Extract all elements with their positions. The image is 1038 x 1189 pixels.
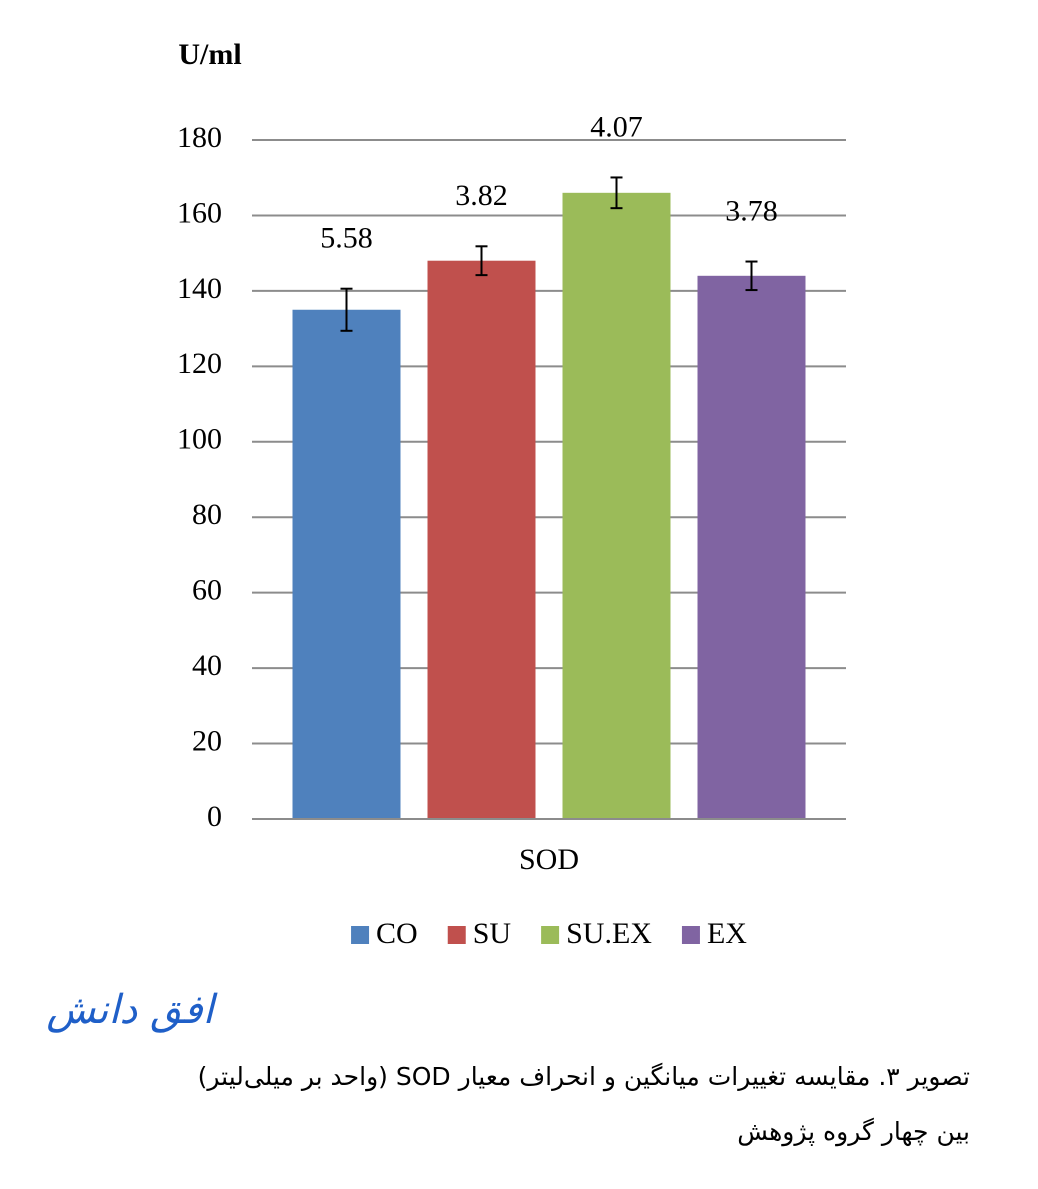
legend-label: EX [707,917,747,950]
error-bar [475,245,488,277]
x-axis-label: SOD [519,843,579,876]
y-tick-label: 120 [177,347,222,380]
data-label: 4.07 [590,110,643,143]
bar [427,260,536,819]
y-axis-label: U/ml [178,38,241,71]
data-label: 3.82 [455,179,508,212]
bar [292,309,401,819]
error-bar [610,176,623,210]
data-label: 3.78 [725,194,778,227]
legend-swatch [447,926,466,944]
data-label: 5.58 [320,222,373,255]
y-tick-label: 140 [177,272,222,305]
y-tick-label: 40 [192,649,222,682]
legend-swatch [351,926,370,944]
legend-label: SU [473,917,512,950]
legend-label: SU.EX [566,917,652,950]
bar [697,275,806,819]
bar [562,192,671,820]
logo: افق دانش [46,987,217,1033]
y-tick-label: 0 [207,800,222,833]
y-tick-label: 60 [192,574,222,607]
legend-swatch [541,926,560,944]
caption-line: بین چهار گروه پژوهش [737,1117,970,1147]
caption-line: تصویر ۳. مقایسه تغییرات میانگین و انحراف… [198,1062,970,1092]
y-tick-label: 180 [177,121,222,154]
legend-swatch [681,926,700,944]
y-tick-label: 160 [177,196,222,229]
y-tick-label: 20 [192,724,222,757]
error-bar [745,260,758,292]
legend-label: CO [376,917,418,950]
y-tick-label: 100 [177,423,222,456]
y-tick-label: 80 [192,498,222,531]
error-bar [340,287,353,332]
